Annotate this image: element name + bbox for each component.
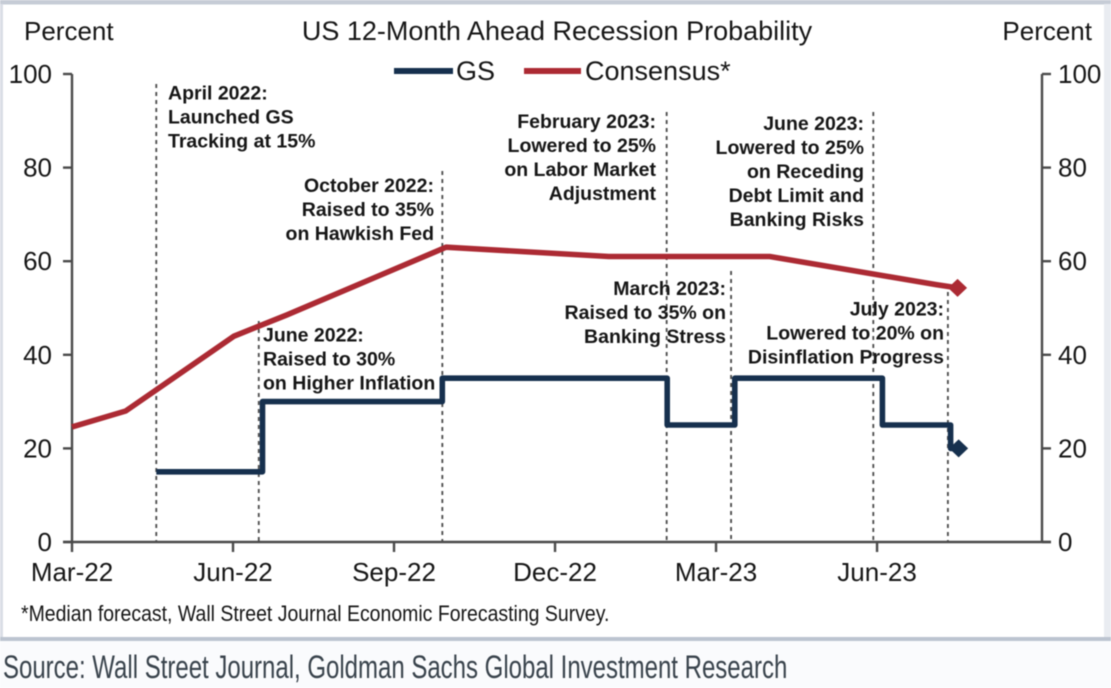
- y-tick-label-left: 40: [23, 340, 52, 370]
- annotation-text-july-2023: July 2023:: [850, 299, 944, 321]
- series-end-marker-gs: [949, 439, 969, 458]
- annotation-text-june-2023: Debt Limit and: [729, 185, 864, 207]
- y-tick-label-right: 100: [1058, 59, 1101, 89]
- y-tick-label-left: 80: [23, 153, 52, 183]
- series-line-consensus: [71, 244, 959, 430]
- axes: 0 0 20 20 40 40 60 60 80 80 100 100 Mar-22 Jun-22 Sep-…: [9, 59, 1102, 587]
- legend-gs-label: GS: [456, 56, 495, 86]
- annotation-text-march-2023: Banking Stress: [584, 326, 726, 348]
- annotation-text-october-2022: Raised to 35%: [302, 199, 434, 221]
- y-tick-label-left: 100: [9, 59, 52, 89]
- series-end-marker-consensus: [948, 278, 968, 297]
- y-axis-title-right: Percent: [1002, 16, 1092, 46]
- chart-box-border-right: [1104, 4, 1111, 638]
- source-line: Source: Wall Street Journal, Goldman Sac…: [3, 649, 787, 685]
- x-tick-label: Jun-22: [193, 557, 273, 587]
- annotation-text-march-2023: March 2023:: [613, 278, 726, 300]
- legend-consensus-label: Consensus*: [585, 56, 731, 86]
- annotation-text-june-2022: June 2022:: [263, 325, 364, 347]
- series-line-gs: [156, 375, 959, 475]
- annotation-text-february-2023: Adjustment: [549, 183, 657, 205]
- y-tick-label-left: 60: [23, 246, 52, 276]
- annotation-text-february-2023: on Labor Market: [504, 159, 656, 181]
- annotation-text-july-2023: Disinflation Progress: [748, 347, 944, 369]
- legend: GS Consensus*: [394, 56, 731, 86]
- footnote: *Median forecast, Wall Street Journal Ec…: [21, 602, 609, 626]
- annotation-text-february-2023: February 2023:: [517, 111, 656, 133]
- annotation-text-june-2023: on Receding: [747, 161, 864, 183]
- series: [71, 244, 969, 475]
- annotation-text-march-2023: Raised to 35% on: [565, 302, 726, 324]
- annotation-text-june-2023: June 2023:: [763, 113, 864, 135]
- x-tick-label: Mar-22: [31, 557, 113, 587]
- y-tick-label-right: 20: [1058, 433, 1087, 463]
- x-tick-label: Dec-22: [513, 557, 597, 587]
- y-axis-title-left: Percent: [24, 16, 114, 46]
- annotation-text-october-2022: on Hawkish Fed: [286, 223, 434, 245]
- annotation-text-july-2023: Lowered to 20% on: [766, 323, 944, 345]
- annotation-text-april-2022: Launched GS: [168, 107, 294, 129]
- chart-box-border-left: [0, 4, 3, 638]
- x-tick-label: Mar-23: [675, 557, 757, 587]
- y-tick-label-left: 20: [23, 433, 52, 463]
- y-tick-label-right: 0: [1058, 527, 1072, 557]
- chart-box-border-bottom: [0, 637, 1111, 641]
- x-tick-label: Sep-22: [352, 557, 436, 587]
- annotation-text-april-2022: Tracking at 15%: [168, 131, 315, 153]
- annotation-text-april-2022: April 2022:: [168, 83, 268, 105]
- annotation-text-june-2022: on Higher Inflation: [263, 373, 435, 395]
- annotation-text-june-2023: Banking Risks: [730, 209, 865, 231]
- annotation-text-october-2022: October 2022:: [304, 175, 434, 197]
- x-tick-label: Jun-23: [837, 557, 917, 587]
- annotation-text-february-2023: Lowered to 25%: [508, 135, 656, 157]
- y-tick-label-right: 40: [1058, 340, 1087, 370]
- chart-box-border-top: [0, 0, 1111, 5]
- y-tick-label-right: 80: [1058, 153, 1087, 183]
- below-chart-background: [0, 641, 1111, 688]
- y-tick-label-right: 60: [1058, 246, 1087, 276]
- annotation-text-june-2023: Lowered to 25%: [716, 137, 864, 159]
- chart-title: US 12-Month Ahead Recession Probability: [302, 16, 813, 46]
- annotation-text-june-2022: Raised to 30%: [263, 349, 395, 371]
- y-tick-label-left: 0: [38, 527, 52, 557]
